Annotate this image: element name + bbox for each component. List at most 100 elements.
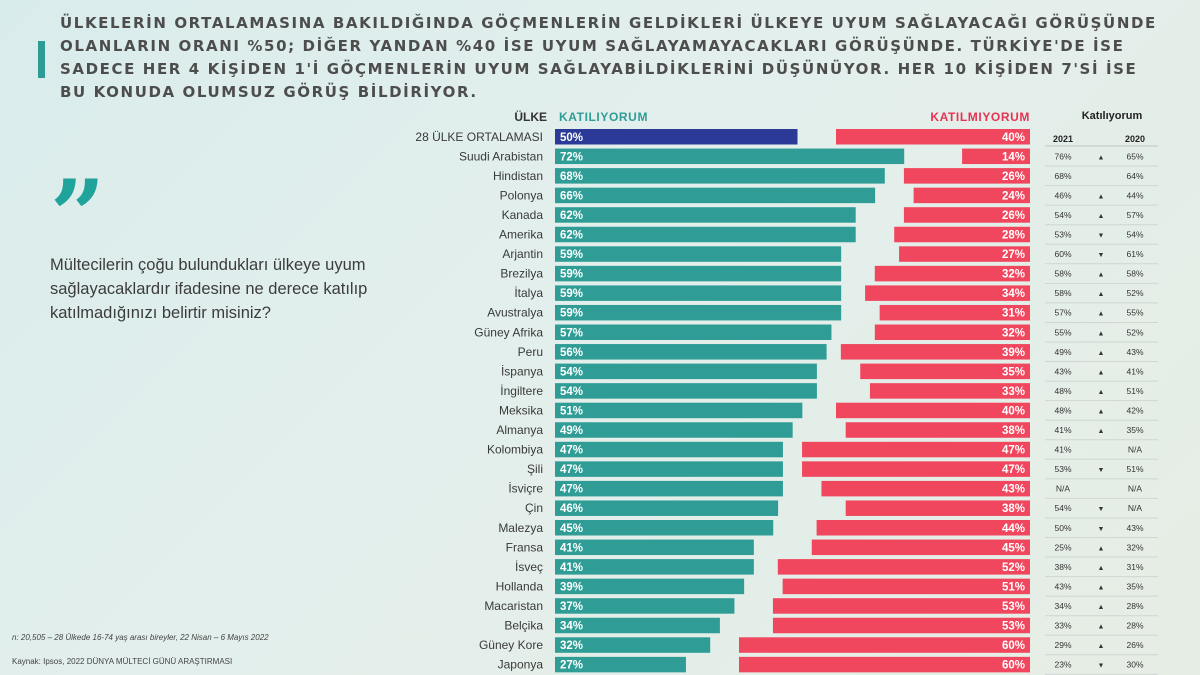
side-table-cell: 31%	[1126, 562, 1143, 572]
side-table-cell: 25%	[1054, 542, 1071, 552]
side-table-title: Katılıyorum	[1082, 110, 1143, 122]
header-disagree: KATILMIYORUM	[930, 110, 1030, 124]
side-table-cell: 58%	[1054, 269, 1071, 279]
agree-value-label: 37%	[560, 601, 583, 613]
agree-bar	[555, 324, 832, 340]
agree-bar	[555, 461, 783, 477]
side-table-cell: 41%	[1126, 366, 1143, 376]
country-label: İsveç	[515, 560, 543, 574]
disagree-bar	[739, 656, 1030, 673]
agree-bar	[555, 383, 817, 399]
disagree-value-label: 32%	[1002, 327, 1025, 339]
headline: ÜLKELERİN ORTALAMASINA BAKILDIĞINDA GÖÇM…	[60, 14, 1157, 101]
country-label: Çin	[525, 501, 543, 515]
agree-value-label: 51%	[560, 405, 583, 417]
side-table-cell: 57%	[1054, 308, 1071, 318]
disagree-value-label: 35%	[1002, 366, 1025, 378]
country-label: Brezilya	[500, 267, 543, 281]
side-table-cell: 76%	[1054, 151, 1071, 161]
side-table-cell: 28%	[1126, 621, 1143, 631]
side-table-cell: 38%	[1054, 562, 1071, 572]
side-table-cell: 51%	[1126, 464, 1143, 474]
country-label: Belçika	[504, 619, 543, 633]
agree-value-label: 68%	[560, 171, 583, 183]
disagree-bar	[899, 246, 1030, 262]
country-label: Güney Afrika	[474, 325, 543, 339]
disagree-value-label: 47%	[1002, 445, 1025, 457]
side-table-cell: 53%	[1054, 230, 1071, 240]
agree-bar	[555, 656, 686, 673]
change-arrow-icon: ▲	[1098, 643, 1105, 650]
side-table-cell: 43%	[1054, 581, 1071, 591]
agree-value-label: 45%	[560, 523, 583, 535]
change-arrow-icon: ▼	[1098, 506, 1105, 513]
disagree-value-label: 40%	[1002, 405, 1025, 417]
disagree-bar	[874, 265, 1030, 282]
country-label: 28 ÜLKE ORTALAMASI	[415, 130, 543, 144]
agree-bar	[555, 246, 842, 262]
disagree-bar	[836, 129, 1030, 145]
country-label: Almanya	[496, 423, 543, 437]
disagree-bar	[962, 148, 1030, 165]
side-table-cell: 64%	[1126, 171, 1143, 181]
disagree-value-label: 32%	[1002, 269, 1025, 281]
headline-accent-bar	[38, 41, 45, 78]
agree-bar	[555, 578, 745, 595]
side-table-cell: 44%	[1126, 190, 1143, 200]
disagree-bar	[772, 617, 1030, 634]
agree-bar	[555, 265, 842, 282]
side-table-cell: 68%	[1054, 171, 1071, 181]
side-table-cell: 58%	[1054, 288, 1071, 298]
country-label: Polonya	[500, 188, 544, 202]
agree-value-label: 27%	[560, 660, 583, 672]
agree-bar	[555, 168, 885, 184]
disagree-value-label: 26%	[1002, 210, 1025, 222]
side-table-cell: 46%	[1054, 190, 1071, 200]
agree-value-label: 62%	[560, 210, 583, 222]
side-table-year-2021: 2021	[1053, 134, 1073, 144]
disagree-value-label: 53%	[1002, 621, 1025, 633]
change-arrow-icon: ▲	[1098, 624, 1105, 631]
country-label: Fransa	[506, 540, 544, 554]
quote-mark-icon: ”	[50, 159, 106, 272]
disagree-bar	[772, 598, 1030, 614]
disagree-value-label: 51%	[1002, 581, 1025, 593]
agree-bar	[555, 422, 793, 438]
disagree-bar	[836, 402, 1030, 419]
side-table-cell: 54%	[1054, 210, 1071, 220]
agree-value-label: 41%	[560, 542, 583, 554]
side-table-cell: 52%	[1126, 327, 1143, 337]
side-table-cell: 43%	[1054, 366, 1071, 376]
agree-bar	[555, 363, 817, 380]
change-arrow-icon: ▲	[1098, 193, 1105, 200]
change-arrow-icon: ▲	[1098, 545, 1105, 552]
agree-value-label: 59%	[560, 308, 583, 320]
side-table-cell: 41%	[1054, 445, 1071, 455]
country-label: Malezya	[498, 521, 543, 535]
agree-value-label: 50%	[560, 132, 583, 144]
disagree-bar	[777, 559, 1030, 575]
side-table-cell: 48%	[1054, 405, 1071, 415]
disagree-value-label: 43%	[1002, 484, 1025, 496]
side-table-cell: N/A	[1128, 445, 1143, 455]
side-table-cell: 55%	[1126, 308, 1143, 318]
disagree-value-label: 52%	[1002, 562, 1025, 574]
disagree-value-label: 24%	[1002, 190, 1025, 202]
disagree-value-label: 28%	[1002, 230, 1025, 242]
change-arrow-icon: ▲	[1098, 584, 1105, 591]
side-table-year-2020: 2020	[1125, 134, 1145, 144]
disagree-value-label: 38%	[1002, 425, 1025, 437]
change-arrow-icon: ▼	[1098, 526, 1105, 533]
side-table-cell: N/A	[1128, 484, 1143, 494]
agree-value-label: 47%	[560, 484, 583, 496]
country-label: Hindistan	[493, 169, 543, 183]
agree-bar	[555, 480, 783, 497]
side-table-cell: 65%	[1126, 151, 1143, 161]
disagree-bar	[821, 480, 1030, 497]
change-arrow-icon: ▲	[1098, 330, 1105, 337]
agree-bar	[555, 559, 754, 575]
survey-question: Mültecilerin çoğu bulundukları ülkeye uy…	[50, 256, 368, 322]
side-table-cell: 54%	[1054, 503, 1071, 513]
disagree-value-label: 60%	[1002, 640, 1025, 652]
change-arrow-icon: ▼	[1098, 252, 1105, 259]
